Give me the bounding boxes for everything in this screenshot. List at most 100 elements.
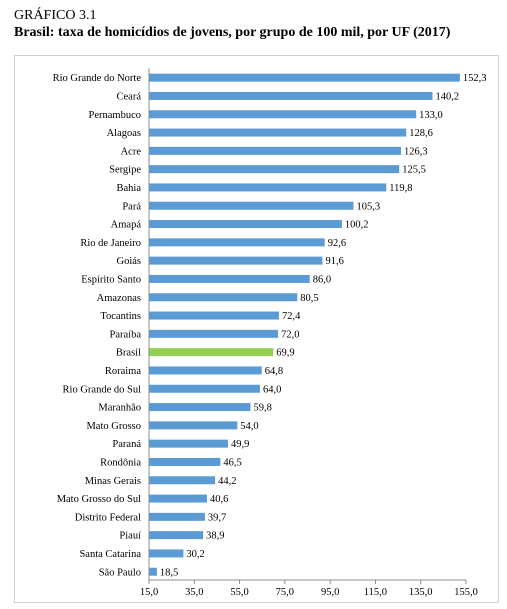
value-label: 40,6: [210, 494, 228, 505]
bar-row: Alagoas 128,6: [107, 128, 433, 139]
bar: [149, 512, 205, 521]
category-label: Rondônia: [100, 457, 141, 468]
value-label: 30,2: [186, 549, 204, 560]
value-label: 126,3: [404, 146, 428, 157]
value-label: 152,3: [463, 73, 487, 84]
bar-row: Sergipe 125,5: [109, 165, 426, 176]
bar: [149, 146, 402, 155]
bar: [149, 274, 310, 283]
bar-row: Acre 126,3: [121, 146, 428, 157]
bar: [149, 293, 298, 302]
x-tick-label: 135,0: [409, 587, 433, 598]
category-label: Brasil: [116, 348, 141, 359]
bar: [149, 567, 157, 576]
bar-row: Tocantins 72,4: [100, 311, 301, 322]
value-label: 86,0: [313, 274, 331, 285]
value-label: 105,3: [356, 201, 380, 212]
value-label: 72,0: [281, 329, 299, 340]
x-tick-label: 55,0: [230, 587, 248, 598]
bar: [149, 476, 216, 485]
bar: [149, 256, 323, 265]
bar: [149, 329, 279, 338]
x-tick-label: 35,0: [185, 587, 203, 598]
value-label: 125,5: [402, 165, 426, 176]
value-label: 69,9: [276, 348, 294, 359]
category-label: Roraima: [105, 366, 141, 377]
bar-row: Rondônia 46,5: [100, 457, 242, 468]
bar-row: Pará 105,3: [122, 201, 380, 212]
chart-title: Brasil: taxa de homicídios de jovens, po…: [14, 25, 451, 40]
value-label: 64,0: [263, 384, 281, 395]
category-label: Acre: [121, 146, 142, 157]
category-label: Santa Catarina: [79, 549, 141, 560]
bar-highlight: [149, 348, 274, 357]
category-label: Maranhão: [98, 403, 141, 414]
value-label: 133,0: [419, 110, 443, 121]
category-label: Alagoas: [107, 128, 141, 139]
bar-row: Mato Grosso do Sul 40,6: [57, 494, 229, 505]
bar: [149, 384, 260, 393]
category-label: Goiás: [117, 256, 142, 267]
x-tick-label: 75,0: [276, 587, 294, 598]
bar-row: Ceará 140,2: [117, 91, 460, 102]
bar-row: Maranhão 59,8: [98, 403, 271, 414]
bar: [149, 110, 417, 119]
category-label: Distrito Federal: [75, 512, 141, 523]
category-label: Amapá: [111, 220, 142, 231]
bar-row: Rio Grande do Sul 64,0: [63, 384, 282, 395]
bar-row: Piauí 38,9: [119, 531, 224, 542]
bar: [149, 494, 207, 503]
bar-row: Espírito Santo 86,0: [81, 274, 331, 285]
value-label: 91,6: [325, 256, 343, 267]
bar-row: Mato Grosso 54,0: [86, 421, 258, 432]
bar: [149, 165, 400, 174]
category-label: Rio Grande do Norte: [53, 73, 142, 84]
bars-layer: Rio Grande do Norte 152,3 Ceará 140,2 Pernam…: [53, 73, 487, 578]
category-label: Espírito Santo: [81, 274, 141, 285]
value-label: 119,8: [389, 183, 412, 194]
category-label: Paraná: [112, 439, 141, 450]
value-label: 100,2: [345, 220, 369, 231]
category-label: Minas Gerais: [85, 476, 141, 487]
category-label: Pará: [122, 201, 141, 212]
category-label: Amazonas: [97, 293, 141, 304]
x-tick-label: 115,0: [364, 587, 387, 598]
bar-row: Rio de Janeiro 92,6: [80, 238, 346, 249]
bar-row: Distrito Federal 39,7: [75, 512, 227, 523]
category-label: São Paulo: [99, 567, 141, 578]
bar-row: Minas Gerais 44,2: [85, 476, 237, 487]
value-label: 59,8: [253, 403, 271, 414]
value-label: 38,9: [206, 531, 224, 542]
bar: [149, 238, 325, 247]
bar-row: Rio Grande do Norte 152,3: [53, 73, 487, 84]
bar: [149, 73, 460, 82]
value-label: 54,0: [240, 421, 258, 432]
bar: [149, 457, 221, 466]
bar-row: Roraima 64,8: [105, 366, 283, 377]
value-label: 64,8: [265, 366, 283, 377]
value-label: 80,5: [300, 293, 318, 304]
x-axis: 15,0 35,0 55,0 75,0 95,0 115,0 135,0 155,0: [140, 68, 478, 598]
figure-heading: GRÁFICO 3.1 Brasil: taxa de homicídios d…: [14, 8, 499, 41]
bar: [149, 531, 204, 540]
bar: [149, 311, 279, 320]
x-tick-label: 155,0: [454, 587, 478, 598]
value-label: 46,5: [223, 457, 241, 468]
category-label: Tocantins: [100, 311, 141, 322]
value-label: 18,5: [160, 567, 178, 578]
bar-row: Goiás 91,6: [117, 256, 344, 267]
bar-row: Pernambuco 133,0: [89, 110, 443, 121]
bar-row: São Paulo 18,5: [99, 567, 179, 578]
bar: [149, 183, 387, 192]
category-label: Piauí: [119, 531, 141, 542]
bar: [149, 366, 262, 375]
bar: [149, 91, 433, 100]
x-tick-label: 95,0: [321, 587, 339, 598]
bar: [149, 128, 407, 137]
bar-row: Santa Catarina 30,2: [79, 549, 204, 560]
bar: [149, 439, 229, 448]
bar: [149, 220, 342, 229]
chart-frame: [14, 55, 499, 603]
bar: [149, 549, 184, 558]
